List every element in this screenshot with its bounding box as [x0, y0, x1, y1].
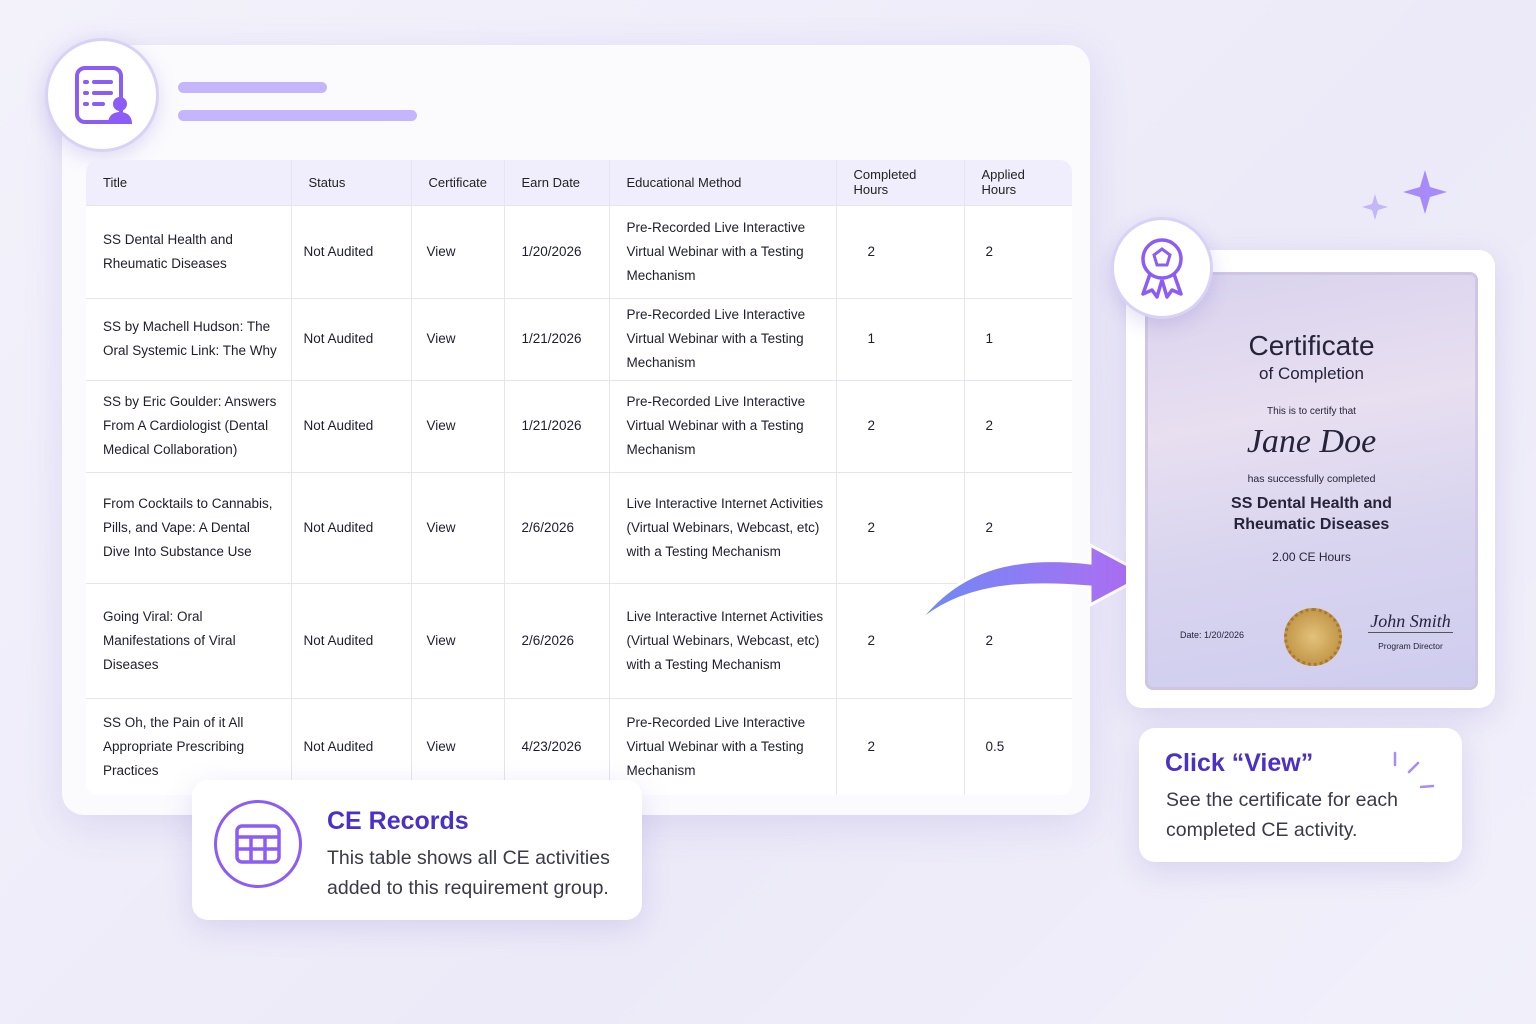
- status-badge: Not Audited: [303, 738, 374, 754]
- status-cell: Not Audited: [290, 697, 411, 795]
- table-cell: 2: [835, 471, 964, 583]
- status-cell: Not Audited: [290, 471, 411, 583]
- arrow: [914, 542, 1150, 627]
- table-cell: 1: [963, 297, 1072, 380]
- table-cell: 2: [963, 379, 1072, 472]
- status-cell: Not Audited: [290, 204, 411, 298]
- table-cell: 1/20/2026: [503, 204, 609, 298]
- cert-completed: has successfully completed: [1247, 473, 1376, 485]
- cert-name: Jane Doe: [1246, 423, 1377, 460]
- sparkles: [1362, 170, 1447, 220]
- cert-subtitle: of Completion: [1259, 364, 1364, 383]
- table-row: Going Viral: Oral Manifestations of Vira…: [86, 582, 1072, 698]
- table-cell: 2/6/2026: [503, 582, 609, 698]
- status-badge: Not Audited: [303, 418, 374, 433]
- table-cell: 0.5: [963, 697, 1072, 795]
- cert-title: Certificate: [1248, 330, 1375, 361]
- certificate-cell: View: [410, 379, 504, 472]
- placeholder-bar: [178, 82, 327, 93]
- table-cell: Pre-Recorded Live Interactive Virtual We…: [608, 697, 836, 795]
- award-glyph: [1141, 238, 1183, 299]
- status-badge: Not Audited: [303, 243, 374, 259]
- status-cell: Not Audited: [290, 582, 411, 698]
- table-cell: 1/21/2026: [503, 297, 609, 380]
- column-header: Certificate: [410, 160, 504, 205]
- certificate: Certificate of Completion This is to cer…: [1145, 272, 1478, 690]
- placeholder-bar: [178, 110, 417, 121]
- list-glyph: [75, 66, 132, 124]
- table-cell: 2: [963, 582, 1072, 698]
- status-badge: Not Audited: [303, 519, 374, 535]
- table-cell: SS by Machell Hudson: The Oral Systemic …: [86, 297, 291, 380]
- cert-signer-title: Program Director: [1378, 641, 1443, 651]
- column-header: Status: [290, 160, 411, 205]
- certificate-cell: View: [410, 697, 504, 795]
- column-header: Earn Date: [503, 160, 609, 205]
- certificate-cell: View: [410, 204, 504, 298]
- callout-title: Click “View”: [1165, 749, 1314, 777]
- view-button[interactable]: View: [426, 418, 456, 433]
- table-cell: Pre-Recorded Live Interactive Virtual We…: [608, 379, 836, 472]
- status-cell: Not Audited: [290, 297, 411, 380]
- table-cell: Live Interactive Internet Activities (Vi…: [608, 471, 836, 583]
- table-row: SS by Eric Goulder: Answers From A Cardi…: [86, 379, 1072, 472]
- certificate-cell: View: [410, 471, 504, 583]
- column-header: Educational Method: [608, 160, 836, 205]
- callout-text: See the certificate for each completed C…: [1166, 789, 1398, 841]
- cert-date: Date: 1/20/2026: [1180, 630, 1245, 640]
- view-button[interactable]: View: [426, 331, 456, 346]
- header-row: Title Status Certificate Earn Date Education…: [86, 160, 1072, 205]
- table-cell: SS by Eric Goulder: Answers From A Cardi…: [86, 379, 291, 472]
- column-header: Applied Hours: [963, 160, 1072, 205]
- view-button[interactable]: View: [426, 519, 456, 535]
- table-cell: 2: [835, 204, 964, 298]
- status-badge: Not Audited: [303, 632, 374, 648]
- status-cell: Not Audited: [290, 379, 411, 472]
- callout-text: This table shows all CE activities added…: [327, 847, 610, 899]
- table-row: SS Dental Health and Rheumatic Diseases N…: [86, 204, 1072, 298]
- ce-table: Title Status Certificate Earn Date Education…: [86, 160, 1072, 795]
- table-cell: SS Dental Health and Rheumatic Diseases: [86, 204, 291, 298]
- table-cell: Pre-Recorded Live Interactive Virtual We…: [608, 204, 836, 298]
- table-cell: 4/23/2026: [503, 697, 609, 795]
- table-cell: Pre-Recorded Live Interactive Virtual We…: [608, 297, 836, 380]
- view-button[interactable]: View: [426, 243, 456, 259]
- seal: [1284, 608, 1342, 666]
- view-button[interactable]: View: [426, 632, 456, 648]
- column-header: Title: [86, 160, 291, 205]
- table-row: From Cocktails to Cannabis, Pills, and V…: [86, 471, 1072, 583]
- view-button[interactable]: View: [426, 738, 456, 754]
- table-cell: 1: [835, 297, 964, 380]
- table-cell: SS Oh, the Pain of it All Appropriate Pr…: [86, 697, 291, 795]
- table-cell: 2: [963, 204, 1072, 298]
- table-cell: From Cocktails to Cannabis, Pills, and V…: [86, 471, 291, 583]
- table-cell: Live Interactive Internet Activities (Vi…: [608, 582, 836, 698]
- table-cell: 2: [835, 379, 964, 472]
- table-row: SS by Machell Hudson: The Oral Systemic …: [86, 297, 1072, 380]
- column-header: Completed Hours: [835, 160, 964, 205]
- cert-course: SS Dental Health and Rheumatic Diseases: [1231, 495, 1392, 533]
- certificate-cell: View: [410, 582, 504, 698]
- table-cell: 1/21/2026: [503, 379, 609, 472]
- cert-intro: This is to certify that: [1267, 406, 1356, 417]
- table-cell: 2/6/2026: [503, 471, 609, 583]
- callout-title: CE Records: [327, 807, 469, 835]
- table-glyph: [235, 824, 281, 864]
- table-cell: Going Viral: Oral Manifestations of Vira…: [86, 582, 291, 698]
- status-badge: Not Audited: [303, 331, 374, 346]
- certificate-cell: View: [410, 297, 504, 380]
- cert-hours: 2.00 CE Hours: [1272, 550, 1351, 564]
- records-callout: CE Records This table shows all CE activ…: [192, 780, 642, 920]
- cert-signature: John Smith: [1368, 611, 1453, 633]
- table-icon: [214, 800, 302, 888]
- table-cell: 2: [835, 697, 964, 795]
- list-icon: [45, 38, 159, 152]
- view-callout: Click “View” See the certificate for eac…: [1139, 728, 1462, 862]
- table-row: SS Oh, the Pain of it All Appropriate Pr…: [86, 697, 1072, 795]
- click-rays: [1393, 751, 1435, 789]
- award-icon: [1111, 217, 1213, 319]
